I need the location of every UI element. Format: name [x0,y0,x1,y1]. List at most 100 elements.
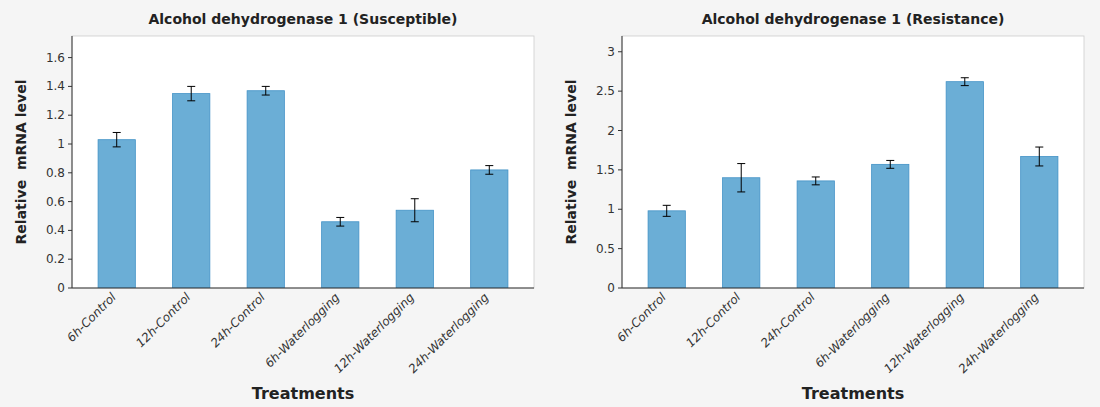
plot-area [72,36,534,288]
y-tick [618,209,622,210]
error-stem [340,217,341,226]
error-cap [886,168,894,169]
bar [396,210,433,288]
x-tick-label: 24h-Waterlogging [406,290,492,376]
bar [173,94,210,288]
bar [322,222,359,288]
y-tick [618,288,622,289]
error-cap [812,176,820,177]
error-cap [262,86,270,87]
y-tick-label: 0.8 [46,166,65,180]
bar [1021,156,1058,288]
bar [98,140,135,288]
error-stem [116,132,117,146]
error-stem [191,86,192,100]
bar [797,181,834,288]
error-stem [890,160,891,168]
error-cap [113,146,121,147]
y-tick [618,248,622,249]
y-tick-label: 0.6 [46,195,65,209]
bar [946,82,983,288]
y-tick-label: 0.5 [596,242,615,256]
y-axis-line [72,36,73,288]
x-axis-line [72,288,534,289]
error-bar [737,164,745,192]
error-cap [262,95,270,96]
error-cap [1035,165,1043,166]
y-tick [68,288,72,289]
y-tick [68,201,72,202]
x-tick-label: 12h-Waterlogging [331,290,417,376]
x-tick-label: 12h-Control [683,290,743,350]
error-bar [1035,147,1043,166]
error-stem [1039,147,1040,166]
x-tick-label: 12h-Control [133,290,193,350]
error-stem [964,78,965,86]
x-tick-label: 24h-Control [758,290,818,350]
error-bar [812,177,820,185]
y-tick [68,57,72,58]
bar [648,211,685,288]
marks [648,78,1058,288]
error-stem [414,199,415,222]
x-axis-label: Treatments [802,384,904,403]
bar [723,178,760,288]
error-cap [663,205,671,206]
y-tick-label: 0 [607,281,615,295]
x-tick-label: 6h-Waterlogging [262,290,342,370]
error-cap [336,217,344,218]
y-tick-label: 1 [607,202,615,216]
y-tick [68,259,72,260]
y-tick [68,86,72,87]
error-bar [663,205,671,216]
y-tick [68,144,72,145]
y-axis-line [622,36,623,288]
error-stem [489,166,490,175]
title: Alcohol dehydrogenase 1 (Resistance) [702,11,1005,27]
error-cap [485,174,493,175]
bar [247,91,284,288]
y-tick [618,169,622,170]
error-cap [737,191,745,192]
panel: 00.20.40.60.811.21.41.66h-Control12h-Con… [13,11,534,403]
error-cap [1035,147,1043,148]
error-bar [961,78,969,86]
figure: 00.20.40.60.811.21.41.66h-Control12h-Con… [0,0,1100,407]
error-cap [336,226,344,227]
error-bar [262,86,270,95]
y-tick-label: 0 [57,281,65,295]
x-tick-label: 6h-Waterlogging [812,290,892,370]
y-tick [68,115,72,116]
error-stem [741,164,742,192]
error-bar [187,86,195,100]
panel: 00.511.522.536h-Control12h-Control24h-Co… [563,11,1084,403]
bar [471,170,508,288]
x-tick-label: 6h-Control [614,290,669,345]
y-tick [618,130,622,131]
error-cap [187,100,195,101]
error-cap [113,132,121,133]
y-tick [618,51,622,52]
error-cap [886,160,894,161]
x-tick-label: 24h-Control [208,290,268,350]
error-bar [411,199,419,222]
error-cap [411,221,419,222]
error-cap [961,77,969,78]
error-bar [113,132,121,146]
error-stem [815,177,816,185]
y-tick-label: 1.5 [596,163,615,177]
error-cap [411,198,419,199]
error-bar [886,160,894,168]
y-tick [68,230,72,231]
error-cap [737,163,745,164]
title: Alcohol dehydrogenase 1 (Susceptible) [148,11,457,27]
error-cap [961,85,969,86]
y-tick-label: 2.5 [596,84,615,98]
error-stem [666,205,667,216]
error-bar [485,166,493,175]
error-bar [336,217,344,226]
y-axis-label: Relative mRNA level [13,80,29,245]
y-tick-label: 0.2 [46,252,65,266]
y-tick-label: 1.6 [46,51,65,65]
y-axis-label: Relative mRNA level [563,80,579,245]
